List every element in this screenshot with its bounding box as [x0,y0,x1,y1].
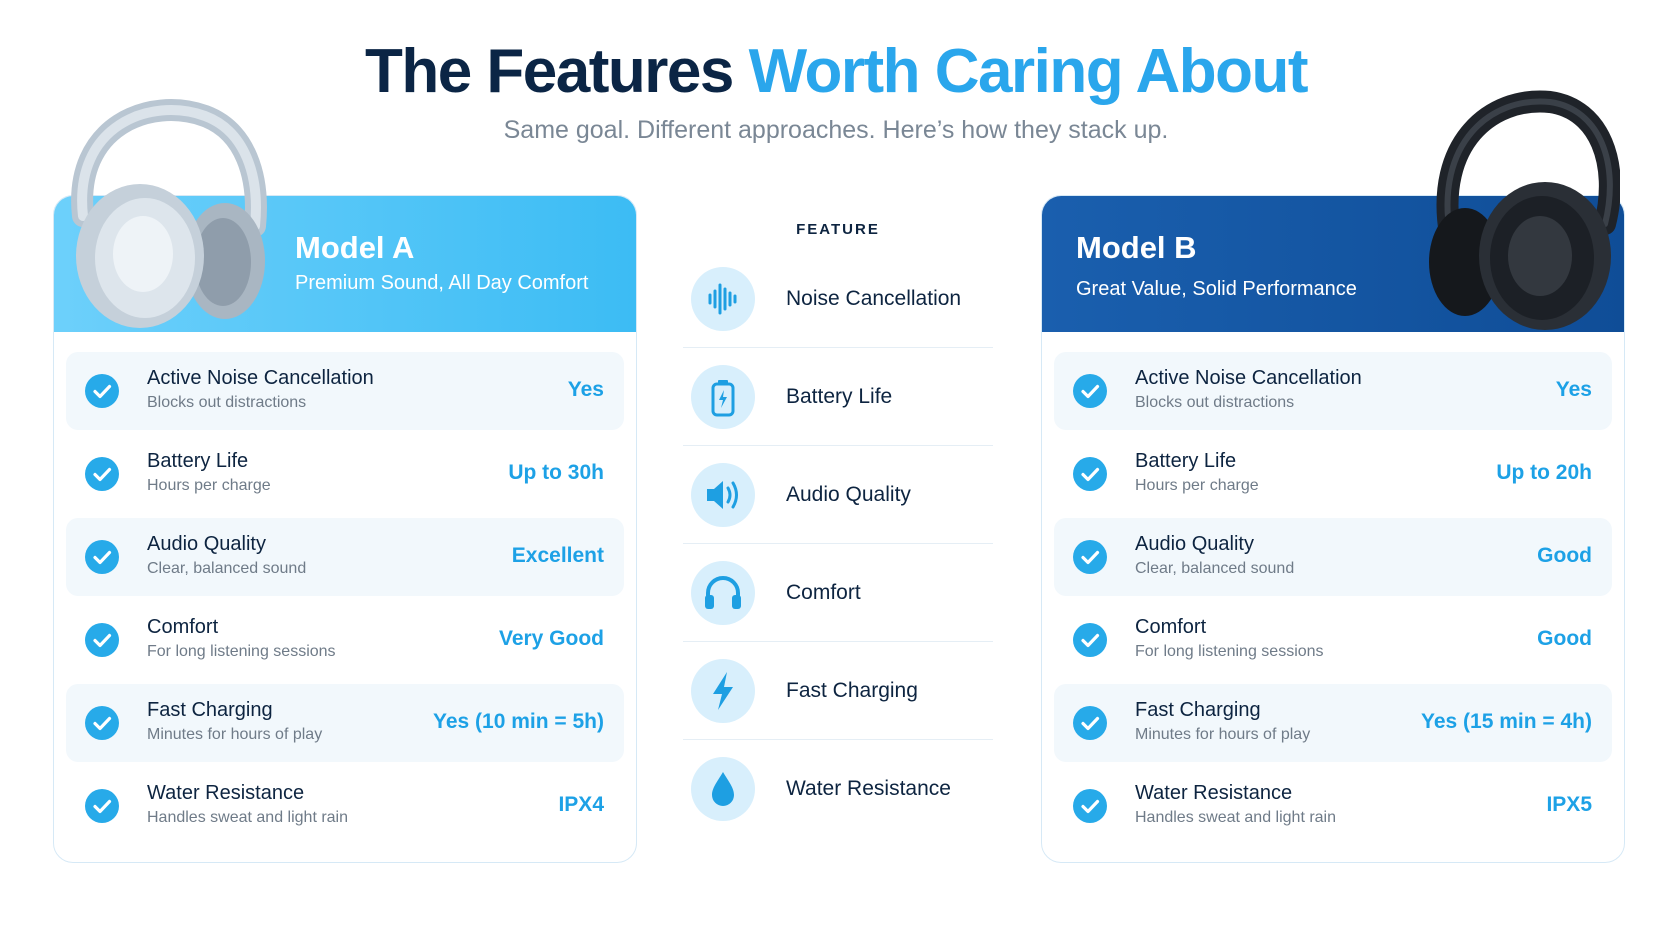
spec-subtitle: For long listening sessions [1135,643,1324,660]
spec-value: IPX5 [1546,793,1592,816]
spec-subtitle: Minutes for hours of play [147,726,323,743]
spec-row: Fast Charging Minutes for hours of play … [66,684,624,762]
spec-value: Good [1537,627,1592,650]
feature-label: Comfort [786,581,861,604]
title-main: The Features [364,37,749,106]
spec-value: Up to 30h [508,461,604,484]
check-icon [1073,789,1107,823]
spec-title: Fast Charging [1135,699,1261,721]
spec-subtitle: Handles sweat and light rain [147,809,349,826]
feature-label: Fast Charging [786,679,918,702]
feature-label: Audio Quality [786,483,911,506]
model-a-spec-list: Active Noise Cancellation Blocks out dis… [66,352,624,850]
model-a-headphones-image [71,99,267,328]
check-icon [85,623,119,657]
title-accent: Worth Caring About [748,37,1309,106]
feature-label: Battery Life [786,385,893,408]
spec-value: Yes (15 min = 4h) [1421,710,1592,733]
feature-item-battery-life: Battery Life [683,348,993,446]
feature-list: Noise Cancellation Battery Life Audio Qu… [683,250,993,838]
spec-title: Active Noise Cancellation [1135,367,1362,389]
spec-title: Audio Quality [147,533,266,555]
feature-item-water-resistance: Water Resistance [683,740,993,838]
water-drop-icon [691,757,755,821]
spec-subtitle: Blocks out distractions [1135,394,1295,411]
spec-value: Yes (10 min = 5h) [433,710,604,733]
model-b-card: Model B Great Value, Solid Performance A… [1041,195,1625,863]
spec-title: Battery Life [147,450,249,472]
check-icon [1073,457,1107,491]
feature-item-audio-quality: Audio Quality [683,446,993,544]
spec-title: Audio Quality [1135,533,1254,555]
spec-subtitle: Handles sweat and light rain [1135,809,1337,826]
model-b-spec-list: Active Noise Cancellation Blocks out dis… [1054,352,1612,850]
spec-title: Fast Charging [147,699,273,721]
check-icon [1073,540,1107,574]
model-a-tagline: Premium Sound, All Day Comfort [295,272,589,294]
check-icon [85,374,119,408]
spec-subtitle: Minutes for hours of play [1135,726,1311,743]
spec-row: Fast Charging Minutes for hours of play … [1054,684,1612,762]
spec-title: Water Resistance [147,782,305,804]
check-icon [85,789,119,823]
spec-row: Audio Quality Clear, balanced sound Exce… [66,518,624,596]
spec-subtitle: For long listening sessions [147,643,336,660]
feature-column-heading: FEATURE [796,221,880,238]
battery-icon [691,365,755,429]
feature-label: Water Resistance [786,777,951,800]
feature-item-noise-cancellation: Noise Cancellation [683,250,993,348]
feature-item-comfort: Comfort [683,544,993,642]
spec-row: Battery Life Hours per charge Up to 30h [66,435,624,513]
spec-subtitle: Hours per charge [147,477,271,494]
model-a-name: Model A [295,230,415,265]
model-b-headphones-image [1429,90,1620,330]
model-b-name: Model B [1076,230,1197,265]
spec-value: IPX4 [558,793,604,816]
spec-value: Yes [567,378,604,401]
check-icon [1073,706,1107,740]
sound-wave-icon [691,267,755,331]
spec-value: Excellent [511,544,604,567]
model-b-tagline: Great Value, Solid Performance [1076,278,1357,300]
spec-subtitle: Clear, balanced sound [147,560,307,577]
headphones-icon [691,561,755,625]
speaker-icon [691,463,755,527]
spec-row: Water Resistance Handles sweat and light… [1054,767,1612,845]
spec-value: Very Good [498,627,604,650]
check-icon [1073,623,1107,657]
feature-item-fast-charging: Fast Charging [683,642,993,740]
spec-value: Yes [1555,378,1592,401]
spec-row: Active Noise Cancellation Blocks out dis… [66,352,624,430]
page-subtitle: Same goal. Different approaches. Here’s … [503,116,1169,144]
feature-label: Noise Cancellation [786,287,962,310]
check-icon [1073,374,1107,408]
spec-row: Active Noise Cancellation Blocks out dis… [1054,352,1612,430]
check-icon [85,540,119,574]
spec-title: Battery Life [1135,450,1237,472]
spec-row: Comfort For long listening sessions Very… [66,601,624,679]
spec-subtitle: Clear, balanced sound [1135,560,1295,577]
spec-subtitle: Blocks out distractions [147,394,307,411]
spec-title: Comfort [147,616,219,638]
spec-title: Water Resistance [1135,782,1293,804]
check-icon [85,706,119,740]
spec-title: Comfort [1135,616,1207,638]
spec-title: Active Noise Cancellation [147,367,374,389]
spec-row: Comfort For long listening sessions Good [1054,601,1612,679]
spec-row: Battery Life Hours per charge Up to 20h [1054,435,1612,513]
spec-row: Water Resistance Handles sweat and light… [66,767,624,845]
lightning-icon [691,659,755,723]
check-icon [85,457,119,491]
spec-value: Up to 20h [1496,461,1592,484]
spec-row: Audio Quality Clear, balanced sound Good [1054,518,1612,596]
page-title: The Features Worth Caring About [0,36,1672,107]
spec-value: Good [1537,544,1592,567]
spec-subtitle: Hours per charge [1135,477,1259,494]
